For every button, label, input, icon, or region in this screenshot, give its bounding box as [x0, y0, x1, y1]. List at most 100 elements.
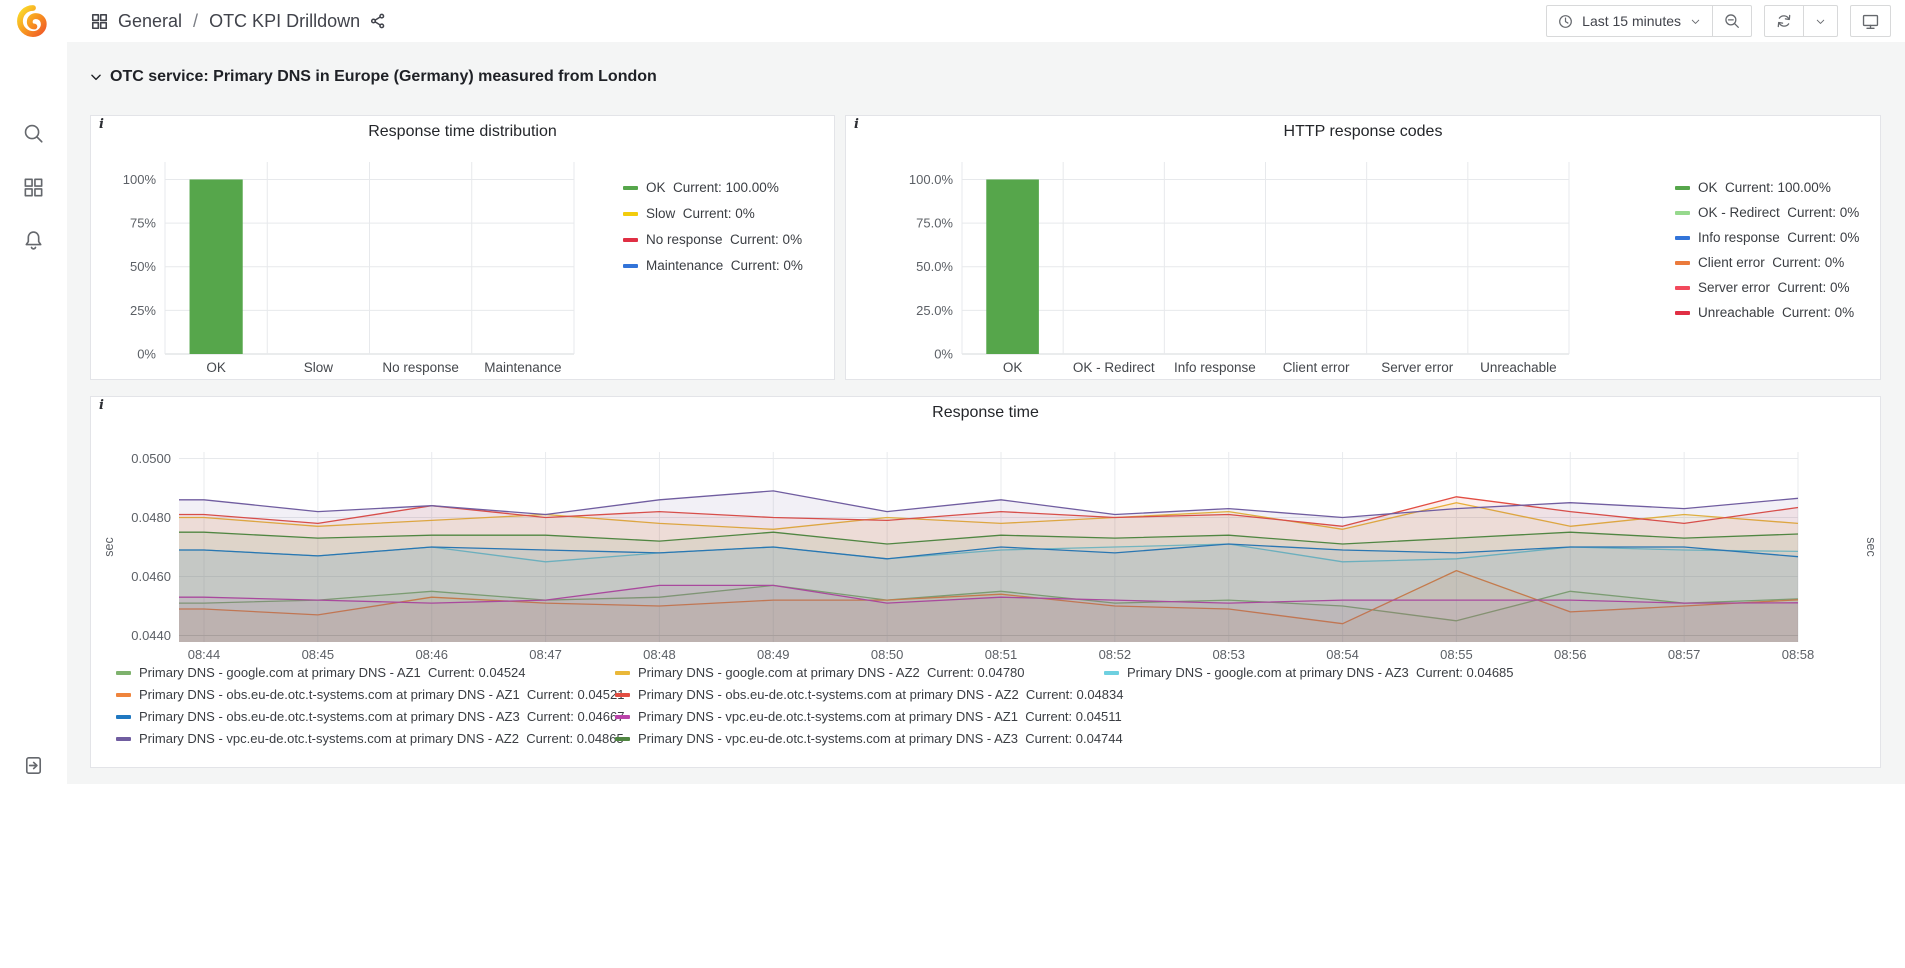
time-range-picker[interactable]: Last 15 minutes	[1546, 5, 1713, 37]
svg-text:0.0500: 0.0500	[131, 451, 171, 466]
legend-item[interactable]: Unreachable Current: 0%	[1675, 305, 1854, 320]
legend-item[interactable]: Maintenance Current: 0%	[623, 258, 803, 273]
sign-in-icon	[25, 756, 42, 774]
bell-icon	[25, 230, 42, 250]
legend-swatch	[1675, 235, 1690, 240]
svg-text:08:45: 08:45	[302, 647, 335, 662]
svg-text:Maintenance: Maintenance	[484, 360, 561, 375]
legend-swatch	[623, 211, 638, 216]
legend-item[interactable]: OK Current: 100.00%	[1675, 180, 1831, 195]
legend-swatch	[615, 670, 630, 675]
response-time-distribution-chart[interactable]: 0% 25% 50% 75% 100% OK Slow No response Maintena…	[91, 116, 834, 379]
info-icon[interactable]: i	[99, 117, 104, 132]
svg-text:08:52: 08:52	[1099, 647, 1132, 662]
response-time-chart[interactable]: 08:44 08:45 08:46 08:47 08:48 08:49 08:50 08:51…	[91, 397, 1880, 767]
legend-swatch	[615, 736, 630, 741]
dashboard-content: OTC service: Primary DNS in Europe (Germ…	[67, 42, 1905, 784]
sidebar-alerting-button[interactable]	[0, 220, 67, 260]
legend-item[interactable]: Slow Current: 0%	[623, 206, 755, 221]
legend-item[interactable]: Primary DNS - vpc.eu-de.otc.t-systems.co…	[615, 731, 1123, 746]
svg-text:OK: OK	[1003, 360, 1023, 375]
zoom-out-button[interactable]	[1713, 5, 1752, 37]
svg-text:08:57: 08:57	[1668, 647, 1701, 662]
legend-swatch	[1675, 285, 1690, 290]
svg-text:50.0%: 50.0%	[916, 259, 953, 274]
legend-label: OK Current: 100.00%	[646, 180, 779, 195]
refresh-interval-dropdown[interactable]	[1804, 5, 1838, 37]
legend-item[interactable]: Primary DNS - google.com at primary DNS …	[1104, 665, 1514, 680]
legend-label: Primary DNS - obs.eu-de.otc.t-systems.co…	[638, 687, 1124, 702]
legend-item[interactable]: Primary DNS - google.com at primary DNS …	[615, 665, 1025, 680]
info-icon[interactable]: i	[854, 117, 859, 132]
legend-item[interactable]: Info response Current: 0%	[1675, 230, 1859, 245]
panel-title[interactable]: HTTP response codes	[1283, 123, 1443, 140]
legend-swatch	[116, 736, 131, 741]
svg-text:08:47: 08:47	[529, 647, 562, 662]
panel-title[interactable]: Response time distribution	[368, 123, 557, 140]
legend-item[interactable]: OK - Redirect Current: 0%	[1675, 205, 1859, 220]
svg-text:100.0%: 100.0%	[909, 172, 954, 187]
svg-text:0.0460: 0.0460	[131, 569, 171, 584]
svg-text:sec: sec	[1864, 537, 1878, 556]
legend-swatch	[1675, 260, 1690, 265]
svg-text:50%: 50%	[130, 259, 156, 274]
svg-text:0.0480: 0.0480	[131, 510, 171, 525]
apps-grid-icon[interactable]	[90, 12, 109, 31]
svg-text:08:51: 08:51	[985, 647, 1018, 662]
sidebar-search-button[interactable]	[0, 113, 67, 153]
legend-label: Primary DNS - google.com at primary DNS …	[139, 665, 526, 680]
share-icon[interactable]	[369, 12, 387, 30]
svg-text:100%: 100%	[123, 172, 157, 187]
legend-label: Maintenance Current: 0%	[646, 258, 803, 273]
info-icon[interactable]: i	[99, 398, 104, 413]
legend-label: Primary DNS - google.com at primary DNS …	[638, 665, 1025, 680]
grafana-logo-icon[interactable]	[16, 4, 50, 38]
legend-swatch	[116, 714, 131, 719]
svg-text:08:58: 08:58	[1782, 647, 1815, 662]
refresh-icon	[1777, 14, 1791, 28]
svg-text:OK - Redirect: OK - Redirect	[1073, 360, 1155, 375]
svg-text:0%: 0%	[934, 347, 953, 362]
legend-item[interactable]: Primary DNS - google.com at primary DNS …	[116, 665, 526, 680]
zoom-out-icon	[1725, 14, 1739, 28]
legend-item[interactable]: Primary DNS - obs.eu-de.otc.t-systems.co…	[116, 687, 624, 702]
dashboard-row-toggle[interactable]: OTC service: Primary DNS in Europe (Germ…	[89, 68, 657, 86]
legend-swatch	[1675, 210, 1690, 215]
svg-text:75.0%: 75.0%	[916, 216, 953, 231]
svg-text:08:49: 08:49	[757, 647, 790, 662]
tv-mode-button[interactable]	[1850, 5, 1891, 37]
svg-text:08:55: 08:55	[1440, 647, 1473, 662]
legend-label: Primary DNS - vpc.eu-de.otc.t-systems.co…	[139, 731, 624, 746]
svg-text:sec: sec	[102, 537, 116, 556]
svg-text:08:54: 08:54	[1326, 647, 1359, 662]
svg-text:75%: 75%	[130, 216, 156, 231]
legend-swatch	[623, 237, 638, 242]
panel-title[interactable]: Response time	[932, 404, 1039, 421]
sidebar-dashboards-button[interactable]	[0, 167, 67, 207]
legend-swatch	[116, 670, 131, 675]
legend-item[interactable]: Primary DNS - vpc.eu-de.otc.t-systems.co…	[615, 709, 1122, 724]
legend-swatch	[116, 692, 131, 697]
legend-label: No response Current: 0%	[646, 232, 803, 247]
legend-item[interactable]: Server error Current: 0%	[1675, 280, 1850, 295]
svg-text:OK: OK	[206, 360, 226, 375]
legend-item[interactable]: Primary DNS - obs.eu-de.otc.t-systems.co…	[116, 709, 624, 724]
legend-item[interactable]: Client error Current: 0%	[1675, 255, 1844, 270]
sidebar-sign-in-button[interactable]	[0, 745, 67, 785]
breadcrumb: General / OTC KPI Drilldown	[90, 0, 387, 42]
legend-item[interactable]: No response Current: 0%	[623, 232, 802, 247]
legend-item[interactable]: Primary DNS - obs.eu-de.otc.t-systems.co…	[615, 687, 1123, 702]
http-response-codes-chart[interactable]: 0% 25.0% 50.0% 75.0% 100.0% OK OK - Redirect In…	[846, 116, 1880, 379]
chevron-down-icon	[1691, 19, 1700, 24]
legend-label: Primary DNS - obs.eu-de.otc.t-systems.co…	[139, 687, 625, 702]
svg-text:0.0440: 0.0440	[131, 628, 171, 643]
top-navigation: General / OTC KPI Drilldown Last 15 minu…	[0, 0, 1905, 42]
legend-item[interactable]: Primary DNS - vpc.eu-de.otc.t-systems.co…	[116, 731, 624, 746]
svg-text:25.0%: 25.0%	[916, 303, 953, 318]
breadcrumb-section[interactable]: General	[118, 10, 183, 31]
svg-text:08:56: 08:56	[1554, 647, 1587, 662]
refresh-button[interactable]	[1764, 5, 1804, 37]
legend-item[interactable]: OK Current: 100.00%	[623, 180, 779, 195]
svg-text:08:53: 08:53	[1212, 647, 1245, 662]
svg-text:Server error: Server error	[1381, 360, 1454, 375]
